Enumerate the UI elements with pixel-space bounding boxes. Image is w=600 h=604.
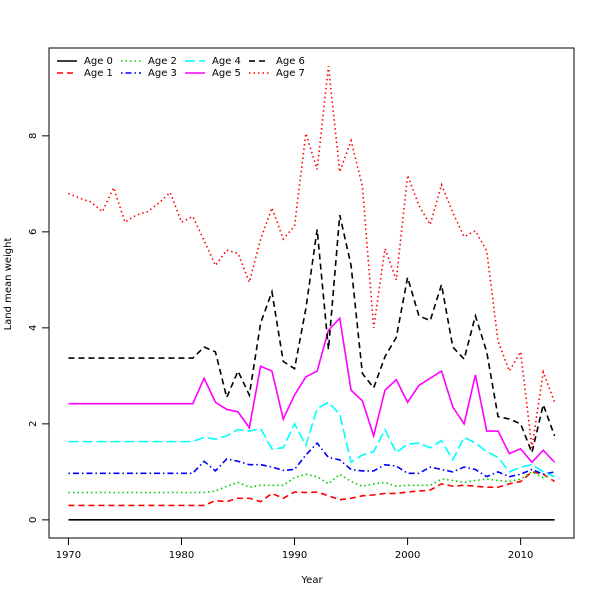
series-line: [68, 441, 555, 478]
x-tick-label: 1990: [282, 550, 307, 561]
x-axis-label: Year: [300, 575, 323, 586]
y-tick-label: 8: [28, 133, 39, 139]
y-tick-label: 0: [28, 517, 39, 523]
y-tick-label: 6: [28, 229, 39, 235]
legend-label: Age 6: [276, 56, 305, 67]
plot-frame: [48, 47, 575, 539]
x-tick-label: 2010: [508, 550, 533, 561]
series-line: [68, 401, 555, 478]
x-tick-label: 1980: [169, 550, 194, 561]
legend-label: Age 7: [276, 68, 305, 79]
legend-label: Age 3: [148, 68, 177, 79]
series-line: [68, 316, 556, 464]
y-tick-label: 2: [28, 421, 39, 427]
series-line: [68, 214, 556, 456]
legend-label: Age 1: [84, 68, 113, 79]
legend-label: Age 2: [148, 56, 177, 67]
legend-label: Age 5: [212, 68, 241, 79]
legend-label: Age 0: [84, 56, 113, 67]
series-line: [68, 470, 555, 507]
legend-label: Age 4: [212, 56, 241, 67]
series-line: [68, 470, 555, 494]
y-tick-label: 4: [28, 325, 39, 331]
x-tick-label: 1970: [56, 550, 81, 561]
y-axis-label: Land mean weight: [3, 238, 14, 331]
x-tick-label: 2000: [395, 550, 420, 561]
